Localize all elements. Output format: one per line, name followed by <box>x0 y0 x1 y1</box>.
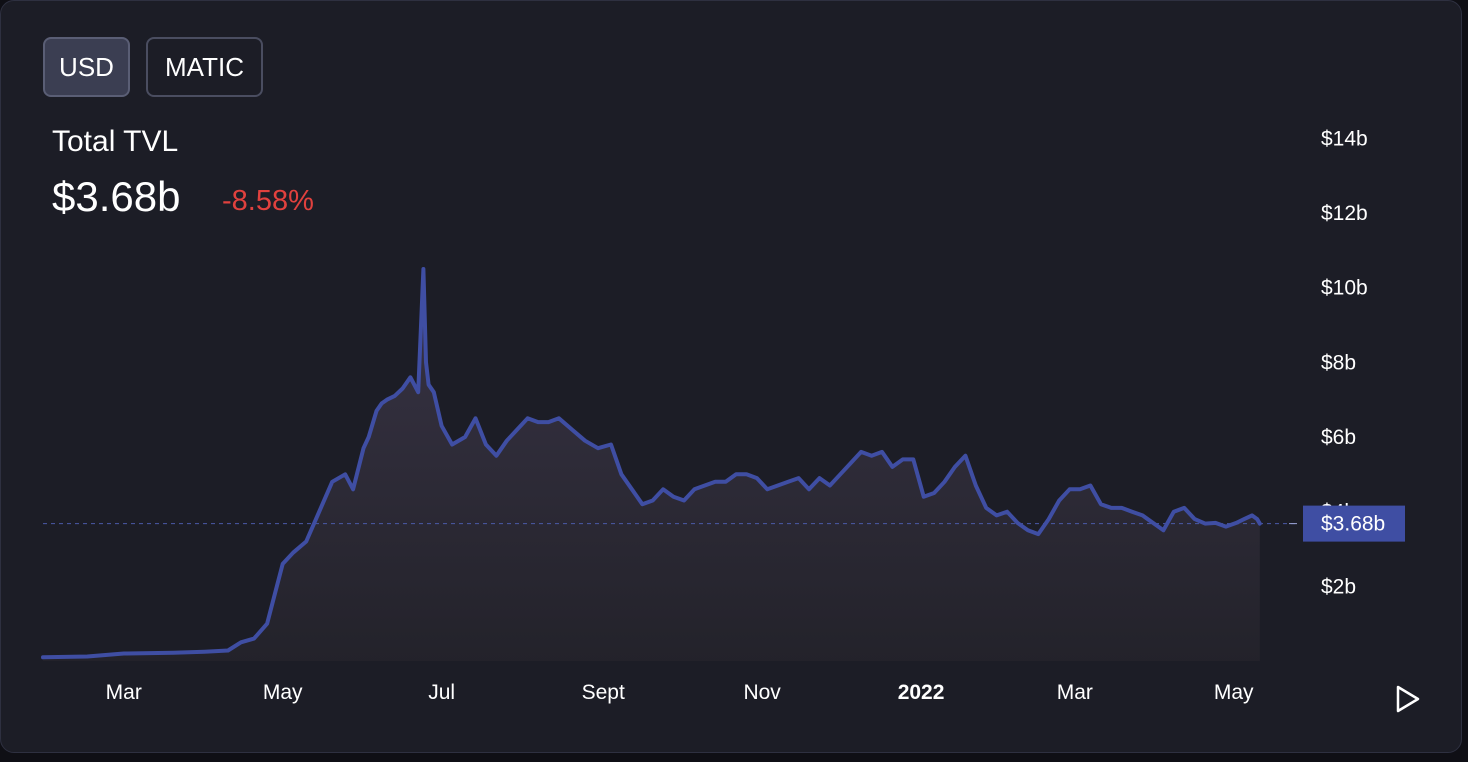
y-tick-label: $14b <box>1321 127 1368 150</box>
y-tick-label: $12b <box>1321 202 1368 225</box>
tvl-series-line <box>41 267 1262 660</box>
y-tick-label: $8b <box>1321 351 1356 374</box>
y-tick-label: $10b <box>1321 277 1368 300</box>
x-tick-label: Nov <box>743 681 781 704</box>
y-tick-label: $2b <box>1321 575 1356 598</box>
tvl-area-fill <box>43 269 1260 661</box>
metric-value: $3.68b <box>52 173 181 220</box>
x-axis: Mar May Jul Sept Nov 2022 Mar May <box>106 681 1254 704</box>
x-tick-label: Sept <box>582 681 625 704</box>
play-icon[interactable] <box>1391 683 1423 715</box>
matic-toggle-button[interactable]: MATIC <box>146 37 263 97</box>
x-tick-label: 2022 <box>898 681 945 704</box>
current-value-label: $3.68b <box>1321 513 1385 536</box>
x-tick-label: May <box>1214 681 1254 704</box>
metric-label: Total TVL <box>52 125 179 158</box>
current-value-tag: $3.68b <box>1289 505 1405 542</box>
x-tick-label: May <box>263 681 303 704</box>
x-tick-label: Jul <box>428 681 455 704</box>
usd-toggle-button[interactable]: USD <box>43 37 130 97</box>
metric-change: -8.58% <box>222 185 314 217</box>
y-tick-label: $6b <box>1321 426 1356 449</box>
x-tick-label: Mar <box>1057 681 1093 704</box>
x-tick-label: Mar <box>106 681 142 704</box>
